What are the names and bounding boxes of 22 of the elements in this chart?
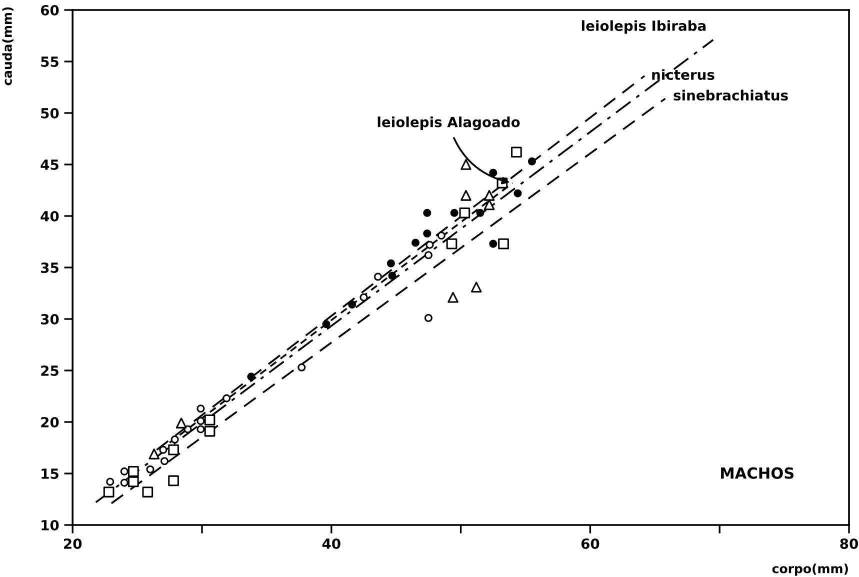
y-tick-label: 15 — [42, 468, 58, 479]
x-axis-title: corpo(mm) — [772, 564, 848, 576]
text: leiolepis Alagoado — [378, 116, 520, 130]
y-tick-label: 20 — [41, 416, 59, 428]
x-tick-label: 20 — [64, 538, 82, 549]
y-tick-label: 30 — [41, 314, 59, 324]
y-tick-label: 50 — [41, 108, 59, 118]
series-label: leiolepis Ibiraba — [582, 20, 706, 34]
y-tick-label: 40 — [40, 210, 59, 222]
y-tick-label: 10 — [42, 520, 59, 530]
y-axis-title: cauda(mm) — [2, 7, 14, 86]
x-tick-label: 60 — [581, 538, 600, 549]
y-tick-label: 45 — [40, 160, 58, 170]
x-tick-label: 40 — [322, 538, 340, 549]
annotation: MACHOS — [721, 467, 794, 479]
y-tick-label: 55 — [41, 56, 58, 67]
y-tick-label: 25 — [41, 365, 58, 376]
y-tick-label: 35 — [41, 262, 58, 273]
series-label: sinebrachiatus — [674, 90, 788, 101]
series-label: nicterus — [652, 69, 714, 80]
y-tick-label: 60 — [40, 4, 59, 16]
x-tick-label: 80 — [840, 538, 858, 549]
